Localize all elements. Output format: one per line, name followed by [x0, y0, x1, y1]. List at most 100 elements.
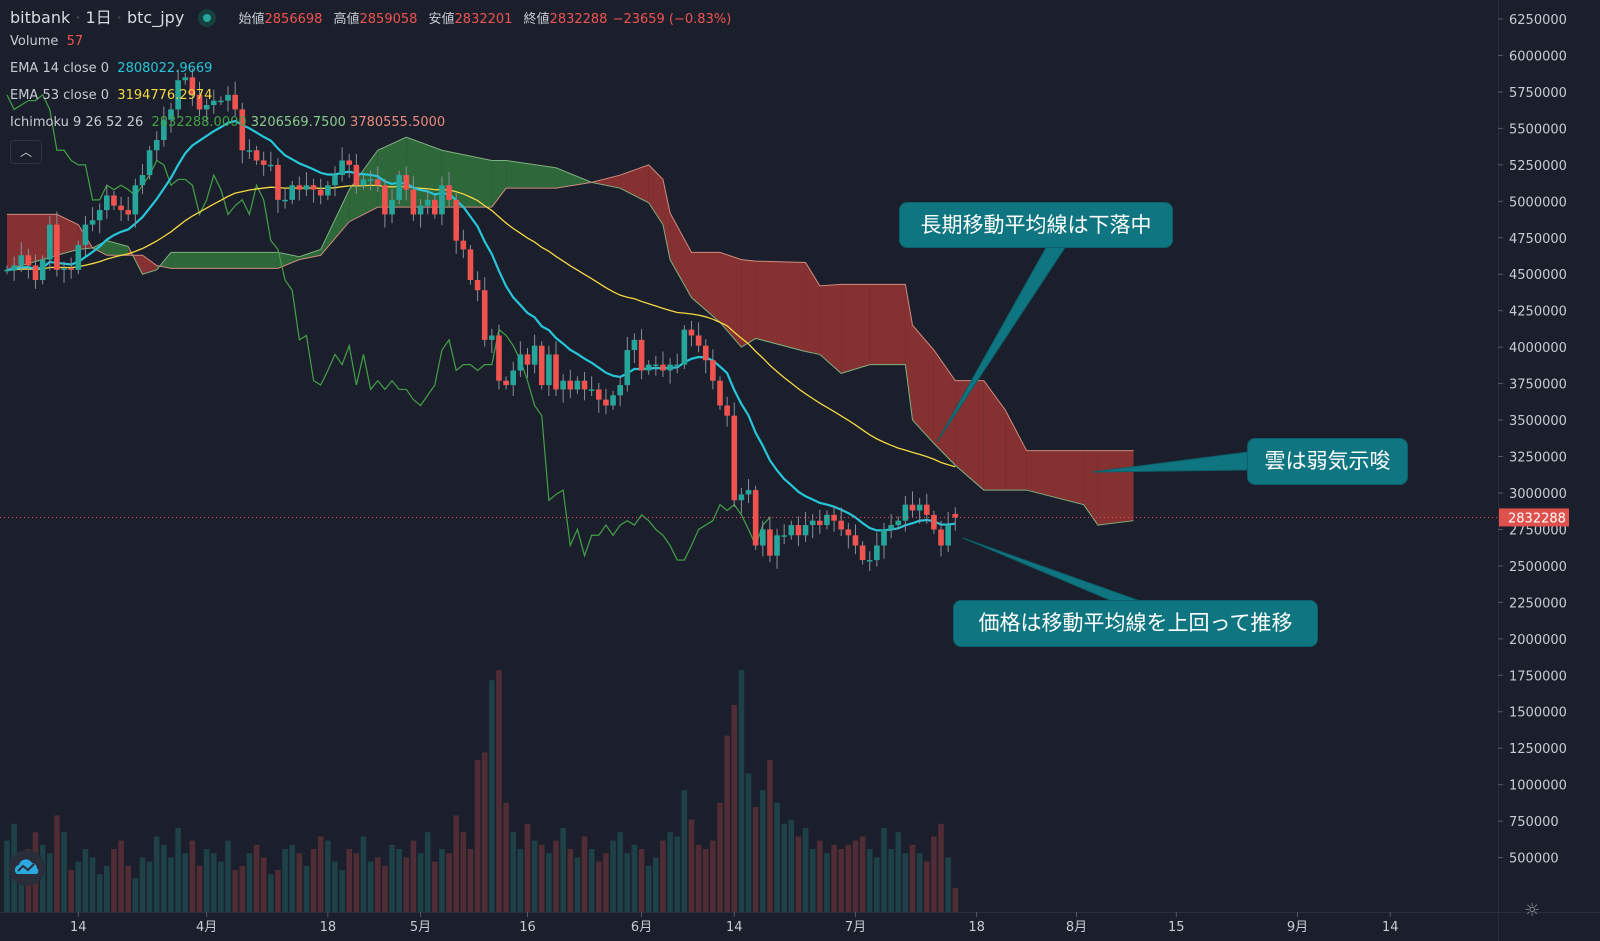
candle-body [446, 185, 452, 200]
candle-body [838, 520, 845, 530]
volume-bar [496, 670, 502, 912]
volume-bar [952, 888, 959, 912]
volume-legend[interactable]: Volume 57 [10, 34, 83, 49]
cloud-segment [662, 179, 671, 260]
close-value: 2832288 [549, 12, 608, 27]
volume-bar [260, 857, 267, 912]
volume-bar [182, 853, 189, 912]
ichimoku-legend[interactable]: Ichimoku 9 26 52 26 2832288.0000 3206569… [10, 115, 445, 130]
x-tick-label: 5月 [410, 920, 431, 935]
callout-long-ema-falling[interactable]: 長期移動平均線は下落中 [899, 202, 1173, 248]
volume-bar [161, 844, 167, 912]
volume-bar [403, 857, 410, 912]
ichimoku-value-2: 3206569.7500 [250, 115, 346, 130]
volume-bar [446, 853, 452, 912]
ema53-legend[interactable]: EMA 53 close 0 3194776.2974 [10, 88, 212, 103]
cloud-segment [299, 249, 321, 260]
collapse-legend-button[interactable]: ︿ [10, 140, 42, 164]
ema53-value: 3194776.2974 [117, 88, 213, 103]
callout-price-above-ema[interactable]: 価格は移動平均線を上回って推移 [953, 600, 1318, 647]
volume-bar [453, 815, 459, 912]
volume-bar [332, 861, 338, 912]
candle-body [909, 504, 916, 511]
x-tick-label: 9月 [1287, 920, 1308, 935]
last-price-tag [1499, 508, 1569, 527]
x-tick-label: 7月 [845, 920, 866, 935]
candle-body [774, 535, 780, 556]
interval[interactable]: 1日 [85, 8, 112, 27]
y-tick-label: 5750000 [1509, 86, 1567, 101]
candle-body [125, 210, 132, 215]
ichimoku-value-3: 3780555.5000 [350, 115, 446, 130]
candle-body [538, 345, 545, 386]
volume-bar [4, 840, 10, 912]
candle-body [317, 189, 324, 196]
candle-body [653, 364, 659, 367]
volume-bar [603, 853, 609, 912]
volume-bar [239, 865, 246, 912]
volume-bar [581, 836, 588, 912]
candle-body [595, 389, 602, 400]
cloud-segment [691, 252, 720, 323]
exchange-name[interactable]: bitbank [10, 8, 71, 27]
cloud-segment [912, 325, 934, 444]
candle-body [111, 195, 117, 206]
volume-bar [210, 853, 217, 912]
candle-body [182, 77, 189, 81]
candle-body [767, 529, 773, 556]
volume-bar [945, 857, 951, 912]
candle-body [260, 160, 267, 165]
volume-bar [624, 853, 631, 912]
cloud-segment [441, 150, 492, 208]
volume-bar [460, 832, 467, 912]
volume-bar [610, 840, 616, 912]
candle-body [802, 525, 809, 536]
volume-bar [75, 861, 82, 912]
volume-bar [546, 853, 552, 912]
volume-bar [396, 849, 402, 912]
time-axis[interactable]: 14 4月 18 5月 16 6月 14 7月 18 8月 15 9月 14 [70, 912, 1398, 935]
y-tick-label: 4500000 [1509, 268, 1567, 283]
volume-bar [759, 790, 766, 912]
candle-body [574, 380, 581, 390]
candle-body [68, 268, 74, 270]
candle-body [75, 245, 82, 270]
candle-body [168, 109, 174, 120]
candle-body [923, 504, 930, 515]
logo-button[interactable] [9, 850, 45, 886]
candle-body [139, 175, 146, 186]
ichimoku-label: Ichimoku 9 26 52 26 [10, 115, 144, 130]
x-tick-label: 18 [968, 920, 985, 935]
cloud-segment [905, 284, 913, 421]
volume-bar [788, 819, 795, 912]
candle-body [339, 160, 345, 176]
volume-bar [660, 840, 666, 912]
candle-body [710, 360, 716, 381]
callout-cloud-bearish[interactable]: 雲は弱気示唆 [1247, 438, 1408, 485]
volume-bar [838, 849, 845, 912]
x-tick-label: 4月 [196, 920, 217, 935]
symbol-name[interactable]: btc_jpy [127, 8, 185, 27]
price-axis[interactable]: 6250000 6000000 5750000 5500000 5250000 50000… [1498, 13, 1567, 867]
volume-bar [809, 849, 816, 912]
candle-body [225, 94, 231, 101]
candle-body [624, 350, 631, 386]
volume-bar [852, 840, 859, 912]
candle-body [631, 339, 638, 351]
volume-bar [125, 865, 132, 912]
cloud-segment [620, 164, 649, 203]
candle-body [916, 504, 923, 511]
volume-bar [702, 849, 709, 912]
cloud-segment [819, 284, 842, 374]
candle-body [82, 224, 89, 246]
volume-bar [61, 832, 67, 912]
candle-body [410, 189, 417, 215]
volume-bar [738, 670, 745, 912]
ema14-legend[interactable]: EMA 14 close 0 2808022.9669 [10, 61, 212, 76]
volume-bar [767, 759, 773, 912]
cloud-segment [755, 261, 806, 352]
candle-body [61, 268, 67, 270]
settings-gear-icon[interactable]: ☼ [1524, 900, 1541, 921]
candle-body [688, 329, 695, 336]
